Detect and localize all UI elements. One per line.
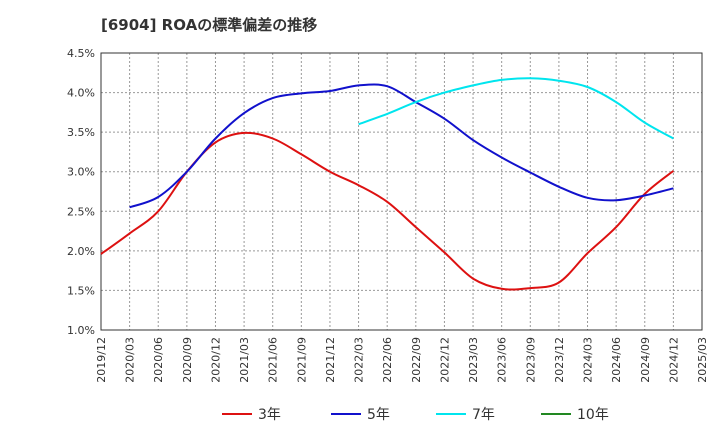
series-line-2 (358, 77, 674, 140)
y-tick-label: 2.5% (67, 205, 95, 218)
y-tick-label: 4.5% (67, 47, 95, 60)
axes: 2019/12 2020/03 2020/06 2020/09 2020/12 2021/… (67, 47, 709, 383)
x-tick-label: 2023/12 (553, 337, 566, 383)
x-tick-label: 2021/06 (267, 337, 280, 383)
legend-label: 5年 (367, 407, 390, 423)
x-tick-label: 2024/03 (582, 337, 595, 383)
series-lines (100, 77, 675, 291)
x-tick-label: 2022/09 (410, 337, 423, 383)
x-tick-label: 2021/12 (324, 337, 337, 383)
legend-label: 7年 (472, 407, 495, 423)
y-tick-label: 1.0% (67, 324, 95, 337)
y-tick-label: 2.0% (67, 245, 95, 258)
x-tick-label: 2025/03 (696, 337, 709, 383)
x-tick-label: 2020/06 (152, 337, 165, 383)
x-tick-label: 2020/03 (124, 337, 137, 383)
x-tick-label: 2022/06 (381, 337, 394, 383)
x-tick-label: 2019/12 (95, 337, 108, 383)
x-tick-label: 2023/06 (496, 337, 509, 383)
y-tick-label: 3.0% (67, 166, 95, 179)
y-tick-label: 3.5% (67, 126, 95, 139)
x-tick-label: 2021/09 (295, 337, 308, 383)
x-tick-label: 2023/03 (467, 337, 480, 383)
legend: 3年 5年 7年 10年 (222, 407, 609, 423)
x-tick-label: 2022/12 (438, 337, 451, 383)
x-tick-label: 2024/09 (639, 337, 652, 383)
series-line-1 (129, 83, 674, 209)
x-tick-label: 2024/12 (667, 337, 680, 383)
x-tick-label: 2020/09 (181, 337, 194, 383)
legend-label: 10年 (577, 407, 609, 423)
chart-title: [6904] ROAの標準偏差の推移 (101, 16, 318, 34)
legend-label: 3年 (258, 407, 281, 423)
plot-frame (100, 52, 703, 331)
y-tick-label: 4.0% (67, 87, 95, 100)
x-tick-label: 2020/12 (209, 337, 222, 383)
x-tick-label: 2021/03 (238, 337, 251, 383)
x-tick-label: 2023/09 (524, 337, 537, 383)
grid (101, 53, 702, 330)
x-tick-label: 2022/03 (353, 337, 366, 383)
y-tick-label: 1.5% (67, 284, 95, 297)
x-tick-label: 2024/06 (610, 337, 623, 383)
